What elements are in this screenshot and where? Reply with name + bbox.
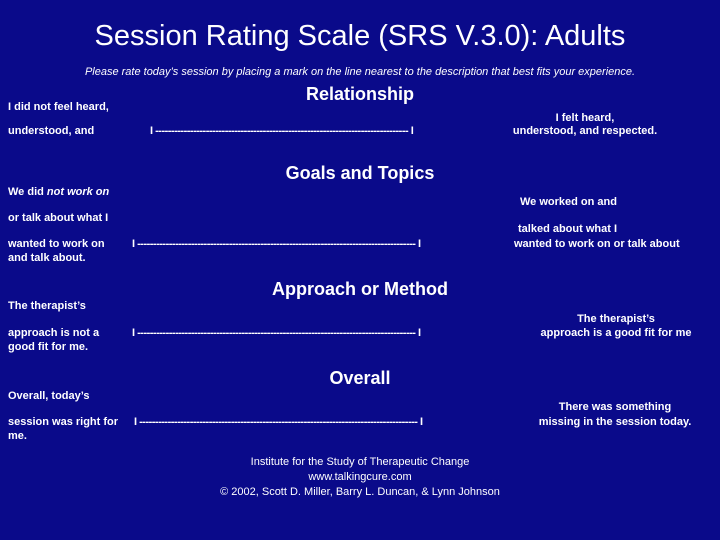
footer: Institute for the Study of Therapeutic C… <box>0 455 720 500</box>
goals-right-label-2: talked about what I <box>518 223 618 235</box>
relationship-left-label-1: I did not feel heard, <box>8 101 109 113</box>
footer-website: www.talkingcure.com <box>308 471 412 483</box>
relationship-right-label-1: I felt heard, <box>555 112 615 124</box>
overall-right-label-1: There was something <box>558 401 672 413</box>
approach-heading: Approach or Method <box>272 279 448 299</box>
relationship-left-label-2: understood, and <box>8 125 95 137</box>
approach-left-label-3: good fit for me. <box>8 341 89 353</box>
overall-left-label-3: me. <box>8 430 27 442</box>
relationship-heading: Relationship <box>305 84 414 104</box>
relationship-rating-line[interactable]: I --------------------------------------… <box>150 125 414 137</box>
approach-rating-line[interactable]: I --------------------------------------… <box>132 327 421 339</box>
relationship-right-label-2: understood, and respected. <box>512 125 658 137</box>
overall-left-label-2: session was right for <box>8 416 119 428</box>
approach-right-label-2: approach is a good fit for me <box>540 327 692 339</box>
goals-left-label-3: wanted to work on <box>8 238 105 250</box>
goals-rating-line[interactable]: I --------------------------------------… <box>132 238 421 250</box>
approach-right-label-1: The therapist’s <box>577 313 655 325</box>
overall-heading: Overall <box>329 368 391 388</box>
goals-left-label-1: We did not work on <box>8 186 110 198</box>
goals-left-label-4: and talk about. <box>8 252 86 264</box>
page-title: Session Rating Scale (SRS V.3.0): Adults <box>94 20 626 52</box>
overall-rating-line[interactable]: I --------------------------------------… <box>134 416 423 428</box>
approach-left-label-2: approach is not a <box>8 327 100 339</box>
overall-left-label-1: Overall, today’s <box>8 390 90 402</box>
approach-left-label-1: The therapist’s <box>8 300 86 312</box>
goals-right-label-3: wanted to work on or talk about <box>514 238 680 250</box>
footer-institute: Institute for the Study of Therapeutic C… <box>250 456 470 468</box>
goals-heading: Goals and Topics <box>285 163 435 183</box>
instructions: Please rate today’s session by placing a… <box>84 66 636 78</box>
goals-left-label-2: or talk about what I <box>8 212 109 224</box>
overall-right-label-2: missing in the session today. <box>538 416 692 428</box>
footer-copyright: © 2002, Scott D. Miller, Barry L. Duncan… <box>220 486 500 498</box>
goals-right-label-1: We worked on and <box>520 196 617 208</box>
